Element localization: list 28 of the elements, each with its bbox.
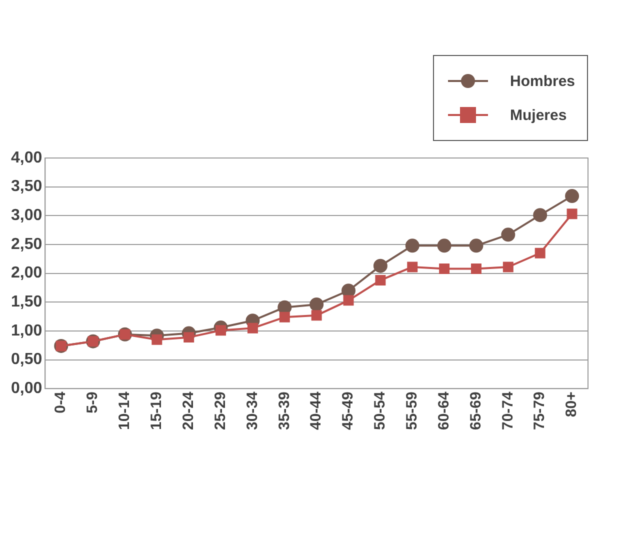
x-tick-label: 75-79 xyxy=(531,392,548,430)
y-tick-label: 1,50 xyxy=(11,294,42,311)
y-tick-label: 3,50 xyxy=(11,178,42,196)
x-tick-label: 15-19 xyxy=(148,392,166,430)
x-tick-label: 60-64 xyxy=(435,390,452,430)
x-tick-label: 20-24 xyxy=(180,390,197,430)
x-tick-label: 10-14 xyxy=(116,390,134,430)
y-tick-label: 4,00 xyxy=(11,149,42,166)
x-tick-label: 45-49 xyxy=(340,392,357,430)
x-tick-label: 80+ xyxy=(563,391,580,418)
x-tick-label: 55-59 xyxy=(404,392,421,430)
x-tick-label: 35-39 xyxy=(276,392,293,430)
y-tick-label: 0,00 xyxy=(11,380,42,398)
y-tick-label: 1,00 xyxy=(11,322,42,340)
x-tick-label: 5-9 xyxy=(84,392,102,414)
legend-label: Hombres xyxy=(510,72,576,90)
y-tick-label: 0,50 xyxy=(11,351,42,368)
y-tick-label: 3,00 xyxy=(11,207,42,224)
x-tick-label: 25-29 xyxy=(212,392,229,430)
y-tick-label: 2,00 xyxy=(11,264,42,282)
x-tick-label: 65-69 xyxy=(467,392,484,430)
x-tick-label: 50-54 xyxy=(372,390,389,430)
x-tick-label: 70-74 xyxy=(499,390,516,430)
legend-label: Mujeres xyxy=(510,106,567,124)
x-tick-label: 0-4 xyxy=(52,390,70,414)
y-tick-label: 2,50 xyxy=(11,236,42,253)
x-tick-label: 40-44 xyxy=(308,390,325,430)
x-tick-label: 30-34 xyxy=(244,390,261,430)
